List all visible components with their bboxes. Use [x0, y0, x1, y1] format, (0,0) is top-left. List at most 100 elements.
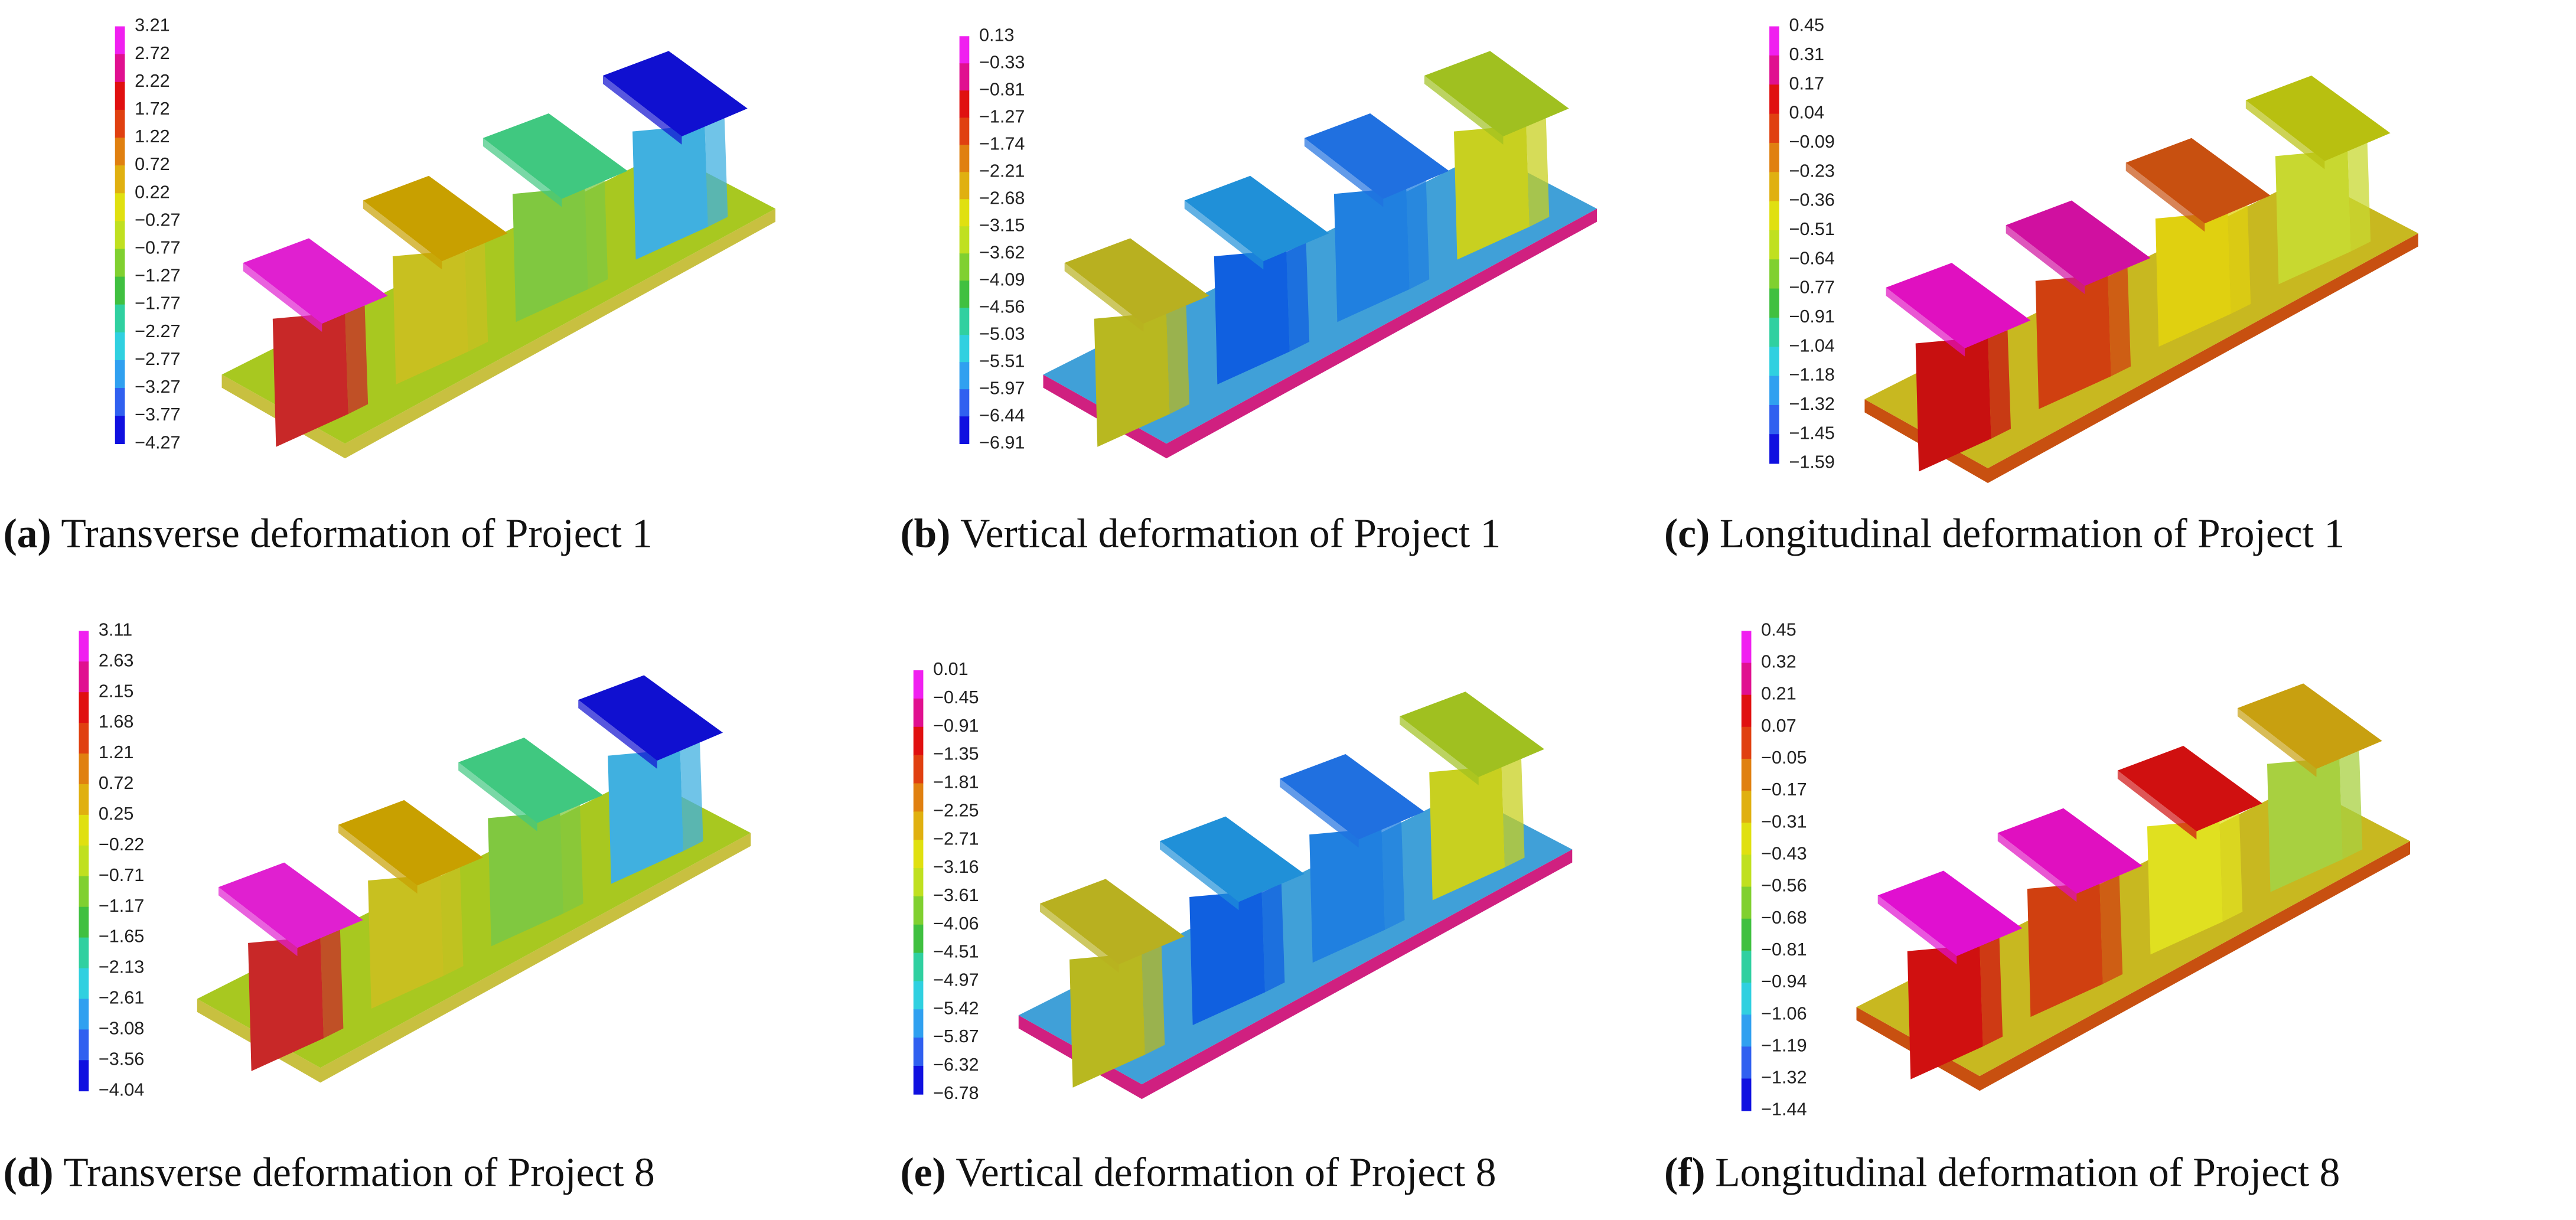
colorbar-segment [79, 1060, 89, 1092]
flange [338, 800, 483, 886]
colorbar-segment [1741, 983, 1752, 1016]
colorbar-segment [1769, 142, 1779, 173]
legend-label: 1.22 [135, 126, 170, 146]
caption-text: Longitudinal deformation of Project 1 [1720, 511, 2345, 556]
caption: (a) Transverse deformation of Project 1 [4, 511, 653, 556]
colorbar-segment [1769, 84, 1779, 115]
colorbar-segment [79, 784, 89, 815]
flange-edge [1886, 287, 1965, 357]
caption-text: Transverse deformation of Project 1 [61, 511, 653, 556]
legend-label: −0.77 [135, 238, 180, 258]
legend-label: −1.27 [135, 266, 180, 286]
legend-label: 0.72 [135, 154, 170, 174]
flange [1280, 753, 1424, 840]
legend-label: −0.51 [1789, 219, 1834, 239]
colorbar-segment [913, 840, 924, 869]
legend-label: −1.81 [933, 772, 979, 792]
web [1094, 312, 1170, 447]
legend-label: 0.13 [979, 25, 1015, 45]
flange [2125, 138, 2271, 224]
web [368, 874, 444, 1009]
caption-text: Vertical deformation of Project 8 [956, 1150, 1496, 1196]
colorbar-segment [959, 199, 970, 227]
colorbar-segment [959, 362, 970, 390]
legend-label: −4.27 [135, 432, 180, 452]
web-side [2108, 268, 2131, 377]
flange-edge [1280, 778, 1359, 848]
legend-label: −0.22 [99, 834, 144, 854]
colorbar-segment [959, 36, 970, 64]
colorbar-segment [1741, 854, 1752, 888]
legend-label: −0.27 [135, 210, 180, 230]
colorbar-segment [1741, 1015, 1752, 1048]
legend-label: −3.62 [979, 242, 1025, 262]
flange-edge [1184, 200, 1264, 270]
colorbar-segment [79, 814, 89, 846]
web-side [1526, 118, 1550, 227]
legend-label: −5.51 [979, 351, 1025, 371]
legend-label: −0.91 [1789, 306, 1834, 327]
flange-edge [578, 700, 657, 769]
caption-label: (f) [1664, 1150, 1705, 1196]
web [1429, 765, 1505, 901]
colorbar-segment [79, 937, 89, 969]
web-side [680, 742, 703, 852]
panel: 0.45 0.32 0.21 0.07 −0.05 −0.17 −0.31 −0.43 −0.5… [1664, 619, 2411, 1196]
web-side [1501, 759, 1525, 867]
web-side [2219, 813, 2243, 922]
colorbar-segment [1741, 791, 1752, 824]
legend-label: −2.27 [135, 321, 180, 341]
colorbar-segment [79, 753, 89, 785]
legend-label: −1.74 [979, 133, 1025, 154]
legend-label: 3.11 [99, 619, 132, 640]
legend-label: −4.97 [933, 970, 979, 990]
colorbar-segment [913, 896, 924, 925]
legend-label: −2.77 [135, 349, 180, 369]
flange [1184, 175, 1329, 262]
legend-label: 0.72 [99, 773, 134, 793]
colorbar-segment [1769, 288, 1779, 318]
legend-label: 1.21 [99, 742, 134, 762]
legend-label: −1.18 [1789, 365, 1834, 385]
web-side [320, 929, 344, 1039]
legend-label: −0.81 [979, 79, 1025, 99]
colorbar-segment [959, 308, 970, 336]
colorbar-segment [913, 924, 924, 954]
legend-label: −0.91 [933, 716, 979, 736]
flange [1886, 263, 2031, 348]
legend-label: 2.72 [135, 43, 170, 63]
legend-label: 0.21 [1761, 684, 1796, 704]
flange [243, 238, 388, 324]
colorbar-segment [79, 845, 89, 877]
caption-label: (e) [900, 1150, 945, 1196]
colorbar-segment [1769, 405, 1779, 435]
legend-label: −1.59 [1789, 452, 1834, 472]
flange [2245, 76, 2391, 161]
flange-edge [1997, 833, 2077, 902]
colorbar-segment [959, 253, 970, 282]
colorbar-segment [959, 118, 970, 146]
web [2155, 211, 2231, 347]
caption-label: (a) [4, 511, 51, 556]
panel: 3.21 2.72 2.22 1.72 1.22 0.72 0.22 −0.27 −0.77 −1… [4, 15, 776, 556]
legend-label: −1.32 [1761, 1068, 1807, 1088]
web-side [2339, 751, 2363, 860]
web-side [465, 243, 488, 352]
colorbar-segment [1769, 113, 1779, 143]
legend-label: −1.44 [1761, 1100, 1807, 1120]
legend-label: −0.09 [1789, 132, 1834, 152]
colorbar-segment [115, 276, 125, 305]
legend-label: −0.56 [1761, 876, 1807, 896]
colorbar-segment [1769, 201, 1779, 231]
legend-label: −1.35 [933, 744, 979, 764]
legend-label: −2.13 [99, 957, 144, 977]
colorbar-segment [1769, 347, 1779, 377]
web [1907, 944, 1983, 1079]
flange [2006, 200, 2151, 286]
web-side [2347, 143, 2371, 252]
legend-label: −5.42 [933, 998, 979, 1018]
colorbar-segment [1741, 918, 1752, 951]
colorbar-segment [913, 868, 924, 897]
legend-label: −0.64 [1789, 248, 1834, 268]
